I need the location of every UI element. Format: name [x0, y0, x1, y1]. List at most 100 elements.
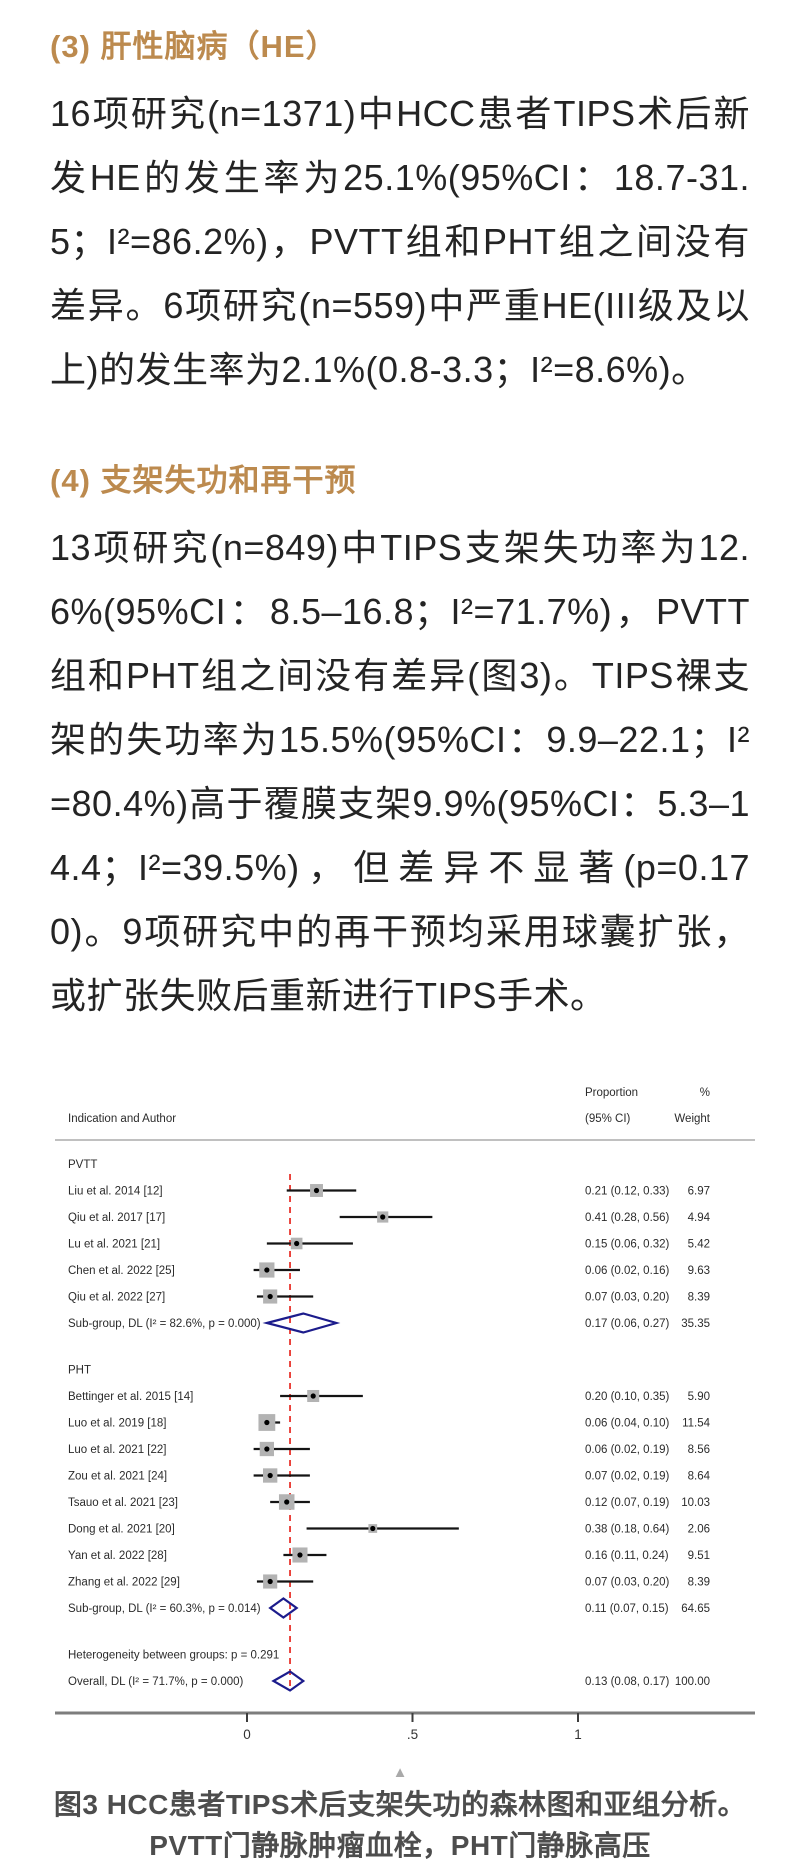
weight-value: 8.39 — [688, 1576, 710, 1588]
section-stent-heading: (4) 支架失功和再干预 — [50, 462, 357, 498]
weight-value: 8.56 — [688, 1444, 710, 1456]
section-stent-dysfunction: (4) 支架失功和再干预 13项研究(n=849)中TIPS支架失功率为12.6… — [50, 460, 750, 1028]
point-estimate-dot — [370, 1525, 376, 1531]
weight-value: 8.64 — [688, 1470, 711, 1482]
proportion-value: 0.13 (0.08, 0.17) — [585, 1676, 670, 1688]
proportion-value: 0.07 (0.03, 0.20) — [585, 1291, 670, 1303]
study-label: Qiu et al. 2022 [27] — [68, 1291, 165, 1303]
forest-study-row: Chen et al. 2022 [25] 0.06 (0.02, 0.16) 9.… — [68, 1262, 710, 1278]
figure-caption-line1: 图3 HCC患者TIPS术后支架失功的森林图和亚组分析。 — [53, 1788, 747, 1820]
proportion-value: 0.11 (0.07, 0.15) — [585, 1603, 669, 1615]
proportion-value: 0.07 (0.03, 0.20) — [585, 1576, 670, 1588]
x-axis-tick-label: 0 — [243, 1727, 251, 1742]
study-label: Qiu et al. 2017 [17] — [68, 1212, 165, 1224]
point-estimate-dot — [294, 1240, 300, 1246]
weight-value: 5.42 — [688, 1238, 710, 1250]
weight-value: 5.90 — [688, 1391, 710, 1403]
x-axis-tick-label: 1 — [574, 1727, 582, 1742]
column-header-ci: (95% CI) — [585, 1113, 631, 1125]
proportion-value: 0.15 (0.06, 0.32) — [585, 1238, 670, 1250]
figure-caption: 图3 HCC患者TIPS术后支架失功的森林图和亚组分析。 PVTT门静脉肿瘤血栓… — [50, 1784, 750, 1866]
group-label: PVTT — [68, 1159, 97, 1171]
proportion-value: 0.16 (0.11, 0.24) — [585, 1550, 669, 1562]
study-label: Yan et al. 2022 [28] — [68, 1550, 167, 1562]
proportion-value: 0.06 (0.02, 0.19) — [585, 1444, 670, 1456]
forest-plot-svg: Indication and Author Proportion (95% CI)%… — [55, 1087, 755, 1742]
point-estimate-dot — [297, 1552, 303, 1558]
summary-label: Sub-group, DL (I² = 82.6%, p = 0.000) — [68, 1318, 261, 1330]
column-header-weight: Weight — [674, 1113, 710, 1125]
weight-value: 11.54 — [682, 1417, 711, 1429]
study-label: Liu et al. 2014 [12] — [68, 1185, 163, 1197]
study-label: Bettinger et al. 2015 [14] — [68, 1391, 193, 1403]
forest-summary-row: Overall, DL (I² = 71.7%, p = 0.000) 0.13 … — [68, 1669, 710, 1692]
study-label: Tsauo et al. 2021 [23] — [68, 1497, 178, 1509]
forest-study-row: Zou et al. 2021 [24] 0.07 (0.02, 0.19) 8.6… — [68, 1468, 711, 1483]
proportion-value: 0.17 (0.06, 0.27) — [585, 1318, 670, 1330]
proportion-value: 0.41 (0.28, 0.56) — [585, 1212, 670, 1224]
study-label: Lu et al. 2021 [21] — [68, 1238, 160, 1250]
point-estimate-dot — [380, 1214, 386, 1220]
column-header-percent: % — [700, 1087, 710, 1099]
point-estimate-dot — [267, 1578, 273, 1584]
point-estimate-dot — [264, 1267, 270, 1273]
forest-summary-row: Sub-group, DL (I² = 60.3%, p = 0.014) 0.1… — [68, 1596, 710, 1619]
forest-study-row: Luo et al. 2019 [18] 0.06 (0.04, 0.10) 11.… — [68, 1413, 711, 1431]
study-label: Dong et al. 2021 [20] — [68, 1523, 175, 1535]
proportion-value: 0.21 (0.12, 0.33) — [585, 1185, 670, 1197]
study-label: Chen et al. 2022 [25] — [68, 1265, 175, 1277]
point-estimate-dot — [284, 1499, 290, 1505]
forest-study-row: Zhang et al. 2022 [29] 0.07 (0.03, 0.20) 8… — [68, 1574, 710, 1589]
forest-study-row: Lu et al. 2021 [21] 0.15 (0.06, 0.32) 5.42 — [68, 1237, 710, 1250]
weight-value: 6.97 — [688, 1185, 710, 1197]
weight-value: 9.51 — [688, 1550, 710, 1562]
weight-value: 9.63 — [688, 1265, 710, 1277]
summary-diamond — [268, 1596, 299, 1619]
proportion-value: 0.20 (0.10, 0.35) — [585, 1391, 670, 1403]
forest-study-row: Yan et al. 2022 [28] 0.16 (0.11, 0.24) 9.5… — [68, 1547, 710, 1563]
group-label: Heterogeneity between groups: p = 0.291 — [68, 1649, 279, 1661]
study-label: Zhang et al. 2022 [29] — [68, 1576, 180, 1588]
column-header-indication: Indication and Author — [68, 1113, 176, 1125]
weight-value: 8.39 — [688, 1291, 710, 1303]
forest-study-row: Bettinger et al. 2015 [14] 0.20 (0.10, 0.… — [68, 1389, 710, 1403]
point-estimate-dot — [264, 1446, 270, 1452]
summary-label: Sub-group, DL (I² = 60.3%, p = 0.014) — [68, 1603, 261, 1615]
forest-plot: Indication and Author Proportion (95% CI)%… — [55, 1074, 755, 1755]
group-label: PHT — [68, 1364, 91, 1376]
section-stent-paragraph: 13项研究(n=849)中TIPS支架失功率为12.6%(95%CI：8.5–1… — [50, 526, 750, 1016]
proportion-value: 0.38 (0.18, 0.64) — [585, 1523, 670, 1535]
forest-study-row: Dong et al. 2021 [20] 0.38 (0.18, 0.64) 2.… — [68, 1523, 710, 1535]
proportion-value: 0.06 (0.02, 0.16) — [585, 1265, 670, 1277]
section-he-paragraph: 16项研究(n=1371)中HCC患者TIPS术后新发HE的发生率为25.1%(… — [50, 92, 750, 390]
proportion-value: 0.07 (0.02, 0.19) — [585, 1470, 670, 1482]
study-label: Luo et al. 2019 [18] — [68, 1417, 166, 1429]
x-axis-tick-label: .5 — [407, 1727, 418, 1742]
forest-study-row: Tsauo et al. 2021 [23] 0.12 (0.07, 0.19) 1… — [68, 1493, 710, 1510]
study-label: Zou et al. 2021 [24] — [68, 1470, 167, 1482]
point-estimate-dot — [267, 1472, 273, 1478]
forest-summary-row: Sub-group, DL (I² = 82.6%, p = 0.000) 0.1… — [68, 1312, 710, 1334]
collapse-triangle-icon[interactable]: ▲ — [392, 1763, 408, 1781]
proportion-value: 0.12 (0.07, 0.19) — [585, 1497, 670, 1509]
weight-value: 35.35 — [681, 1318, 710, 1330]
figure-caption-line2: PVTT门静脉肿瘤血栓，PHT门静脉高压 — [149, 1829, 651, 1861]
point-estimate-dot — [267, 1293, 273, 1299]
point-estimate-dot — [313, 1187, 320, 1193]
forest-study-row: Liu et al. 2014 [12] 0.21 (0.12, 0.33) 6.9… — [68, 1183, 710, 1197]
section-he-heading: (3) 肝性脑病（HE） — [50, 29, 338, 64]
weight-value: 2.06 — [688, 1523, 710, 1535]
forest-study-row: Luo et al. 2021 [22] 0.06 (0.02, 0.19) 8.5… — [68, 1441, 710, 1456]
weight-value: 64.65 — [681, 1603, 710, 1615]
forest-study-row: Qiu et al. 2022 [27] 0.07 (0.03, 0.20) 8.3… — [68, 1289, 710, 1304]
section-he: (3) 肝性脑病（HE） 16项研究(n=1371)中HCC患者TIPS术后新发… — [50, 26, 750, 402]
forest-study-row: Qiu et al. 2017 [17] 0.41 (0.28, 0.56) 4.9… — [68, 1211, 711, 1224]
point-estimate-dot — [310, 1393, 316, 1399]
forest-plot-figure: Indication and Author Proportion (95% CI)%… — [50, 1074, 755, 1866]
summary-diamond — [271, 1669, 306, 1692]
point-estimate-dot — [264, 1419, 270, 1425]
summary-diamond — [262, 1312, 341, 1334]
weight-value: 100.00 — [675, 1676, 710, 1688]
study-label: Luo et al. 2021 [22] — [68, 1444, 166, 1456]
